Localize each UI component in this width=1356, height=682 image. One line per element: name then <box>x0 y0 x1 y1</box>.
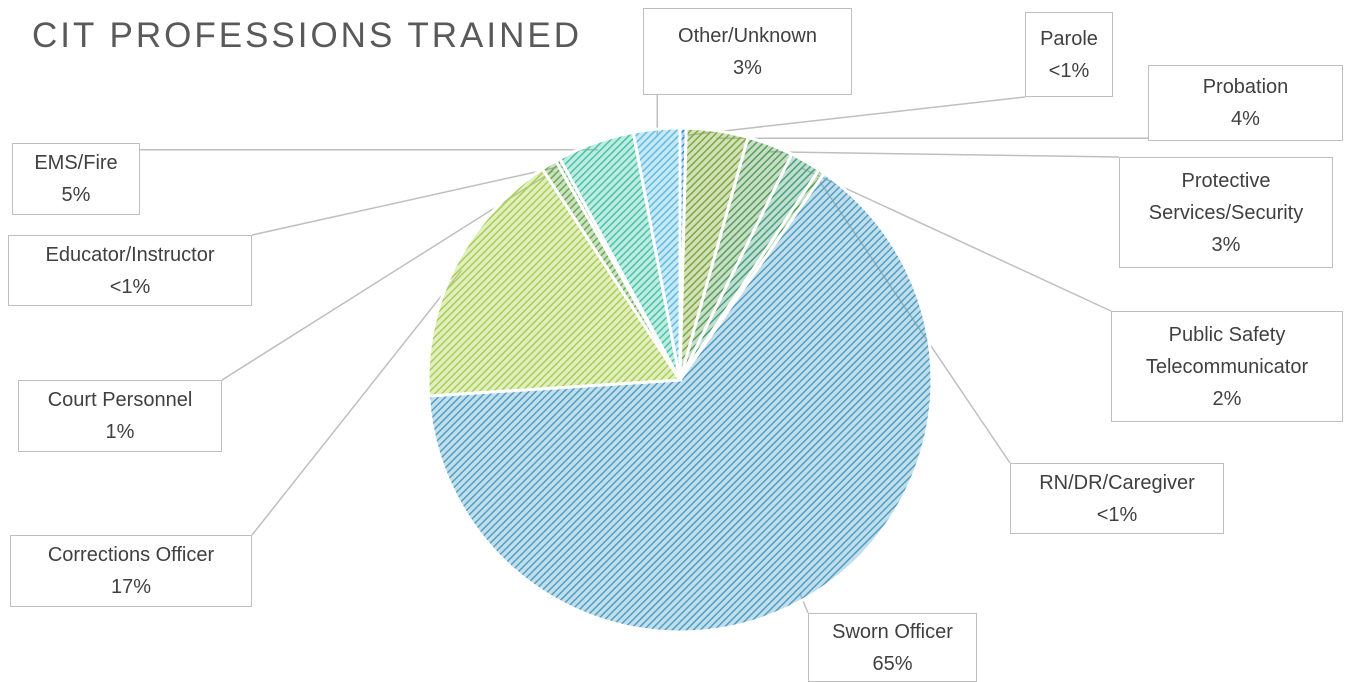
category-label: Protective Services/Security <box>1148 169 1304 224</box>
category-label: Court Personnel <box>47 389 193 411</box>
category-label: Parole <box>1040 27 1098 50</box>
leader-line <box>251 270 463 536</box>
value-label: 65% <box>872 652 913 675</box>
category-label: Corrections Officer <box>47 544 215 566</box>
value-label: 17% <box>110 576 152 598</box>
category-label: RN/DR/Caregiver <box>1039 471 1195 494</box>
value-label: 3% <box>1211 233 1241 256</box>
category-label: Other/Unknown <box>678 24 817 47</box>
value-label: 1% <box>105 421 135 443</box>
data-label: Probation 4% <box>1148 65 1343 141</box>
category-label: Public Safety Telecommunicator <box>1145 323 1309 378</box>
data-label: Sworn Officer 65% <box>808 613 977 682</box>
data-label: Court Personnel 1% <box>18 380 222 452</box>
value-label: 2% <box>1212 387 1242 410</box>
category-label: Educator/Instructor <box>45 243 215 266</box>
pie-slice <box>426 166 683 398</box>
leader-line <box>801 167 1112 312</box>
value-label: <1% <box>109 275 151 298</box>
pie-slice <box>426 171 934 634</box>
data-label: Other/Unknown 3% <box>643 8 852 95</box>
data-label: Protective Services/Security 3% <box>1119 157 1333 268</box>
data-label: Corrections Officer 17% <box>10 535 252 607</box>
leader-line <box>682 96 1026 137</box>
data-label: RN/DR/Caregiver <1% <box>1010 463 1224 534</box>
leader-line <box>767 151 1120 158</box>
value-label: 3% <box>733 56 762 79</box>
pie-slice <box>631 126 682 381</box>
data-label: Parole <1% <box>1025 12 1113 97</box>
data-label: Public Safety Telecommunicator 2% <box>1111 311 1343 422</box>
value-label: <1% <box>1096 503 1138 526</box>
category-label: Sworn Officer <box>832 620 953 643</box>
leader-line <box>251 165 562 236</box>
value-label: <1% <box>1048 59 1090 82</box>
value-label: 4% <box>1231 108 1260 130</box>
data-label: EMS/Fire 5% <box>12 143 140 215</box>
value-label: 5% <box>61 184 91 206</box>
category-label: EMS/Fire <box>34 152 118 174</box>
data-label: Educator/Instructor <1% <box>8 235 252 306</box>
category-label: Probation <box>1202 76 1289 98</box>
chart-title: CIT PROFESSIONS TRAINED <box>32 16 583 55</box>
